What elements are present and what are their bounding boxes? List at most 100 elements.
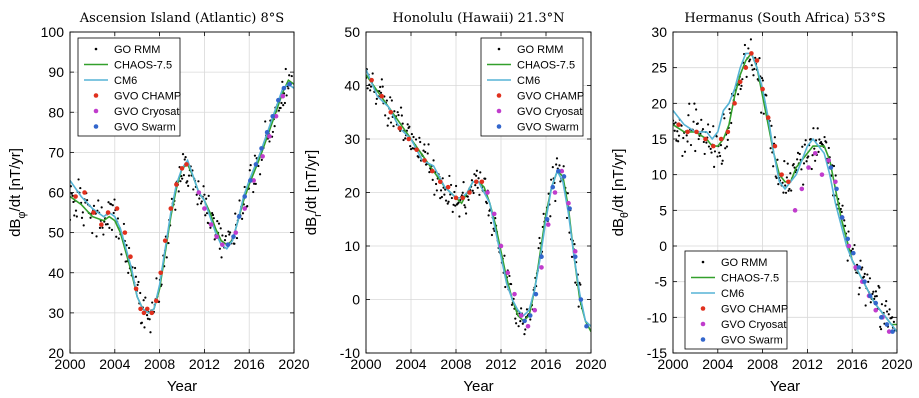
y-tick-label: 20 xyxy=(651,95,667,111)
series-cm6-line xyxy=(673,52,897,333)
go-rmm-point xyxy=(187,174,191,177)
x-tick-label: 2004 xyxy=(702,356,733,372)
go-rmm-point xyxy=(285,94,288,97)
go-rmm-point xyxy=(489,221,493,225)
go-rmm-point xyxy=(762,112,765,115)
go-rmm-point xyxy=(555,157,559,160)
go-rmm-point xyxy=(887,313,890,316)
go-rmm-point xyxy=(137,280,140,284)
go-rmm-point xyxy=(115,235,118,238)
gvo-swarm-point xyxy=(259,146,264,151)
go-rmm-point xyxy=(741,78,744,81)
y-tick-label: 50 xyxy=(344,24,360,40)
gvo-swarm-point xyxy=(522,318,527,324)
legend-swatch-go-rmm xyxy=(701,260,705,264)
go-rmm-point xyxy=(149,331,152,334)
go-rmm-point xyxy=(139,291,142,295)
go-rmm-point xyxy=(538,236,541,240)
go-rmm-point xyxy=(187,184,190,187)
go-rmm-point xyxy=(682,136,685,140)
go-rmm-point xyxy=(508,274,511,278)
go-rmm-point xyxy=(224,235,227,238)
x-tick-label: 2008 xyxy=(144,356,175,372)
go-rmm-point xyxy=(740,84,743,87)
go-rmm-point xyxy=(464,206,467,209)
go-rmm-point xyxy=(718,154,722,158)
go-rmm-point xyxy=(693,102,696,105)
gvo-cryosat-point xyxy=(202,206,207,211)
gvo-swarm-point xyxy=(281,85,287,91)
x-tick-label: 2012 xyxy=(792,356,823,372)
gvo-champ-point xyxy=(430,168,435,174)
go-rmm-point xyxy=(432,159,435,162)
go-rmm-point xyxy=(503,254,506,257)
go-rmm-point xyxy=(479,171,482,174)
go-rmm-point xyxy=(846,259,849,262)
go-rmm-point xyxy=(816,127,819,130)
go-rmm-point xyxy=(492,227,495,230)
go-rmm-point xyxy=(277,109,281,112)
go-rmm-point xyxy=(551,166,554,169)
gvo-swarm-point xyxy=(845,236,851,242)
gvo-swarm-point xyxy=(248,178,253,183)
go-rmm-point xyxy=(692,120,695,123)
go-rmm-point xyxy=(472,191,475,195)
gvo-swarm-point xyxy=(539,254,544,259)
go-rmm-point xyxy=(866,273,869,276)
go-rmm-point xyxy=(880,303,884,306)
gvo-cryosat-point xyxy=(498,243,504,249)
go-rmm-point xyxy=(463,204,466,207)
gvo-cryosat-point xyxy=(273,113,279,119)
go-rmm-point xyxy=(145,314,149,317)
go-rmm-point xyxy=(477,177,480,180)
gvo-champ-point xyxy=(473,179,479,185)
gvo-champ-point xyxy=(725,129,731,135)
go-rmm-point xyxy=(739,87,742,91)
go-rmm-point xyxy=(818,138,821,141)
plot-area xyxy=(70,67,294,334)
legend-box xyxy=(480,37,584,137)
go-rmm-point xyxy=(181,153,185,156)
gvo-champ-point xyxy=(445,184,451,190)
legend-label-cm6: CM6 xyxy=(517,75,540,87)
go-rmm-point xyxy=(804,139,807,142)
go-rmm-point xyxy=(281,80,284,83)
go-rmm-point xyxy=(675,139,678,142)
go-rmm-point xyxy=(427,143,430,146)
go-rmm-point xyxy=(716,155,719,158)
go-rmm-point xyxy=(760,76,764,80)
legend-label-gvo-cryosat: GVO Cryosat xyxy=(721,319,786,331)
go-rmm-point xyxy=(869,301,872,304)
x-tick-label: 2016 xyxy=(837,356,868,372)
go-rmm-point xyxy=(221,234,224,237)
go-rmm-point xyxy=(104,223,108,226)
go-rmm-point xyxy=(517,325,520,328)
go-rmm-point xyxy=(809,137,812,141)
gvo-champ-point xyxy=(379,93,385,99)
go-rmm-point xyxy=(98,226,102,229)
gvo-cryosat-point xyxy=(267,134,272,139)
legend-label-gvo-cryosat: GVO Cryosat xyxy=(517,106,582,118)
gvo-champ-point xyxy=(141,310,147,316)
x-tick-label: 2012 xyxy=(485,356,516,372)
go-rmm-point xyxy=(439,189,443,192)
go-rmm-point xyxy=(393,110,396,113)
go-rmm-point xyxy=(450,196,453,200)
go-rmm-point xyxy=(108,226,111,229)
go-rmm-point xyxy=(417,156,420,159)
go-rmm-point xyxy=(858,286,861,289)
go-rmm-point xyxy=(710,151,713,154)
go-rmm-point xyxy=(802,162,806,165)
gvo-champ-point xyxy=(158,270,164,276)
gvo-champ-point xyxy=(737,79,743,85)
go-rmm-point xyxy=(422,149,425,152)
go-rmm-point xyxy=(873,297,876,300)
go-rmm-point xyxy=(444,199,448,202)
gvo-champ-point xyxy=(149,310,155,316)
go-rmm-point xyxy=(82,224,85,227)
gvo-cryosat-point xyxy=(873,307,879,313)
y-tick-label: 10 xyxy=(344,238,360,254)
go-rmm-point xyxy=(446,202,449,205)
gvo-cryosat-point xyxy=(799,186,805,192)
go-rmm-point xyxy=(559,180,562,183)
